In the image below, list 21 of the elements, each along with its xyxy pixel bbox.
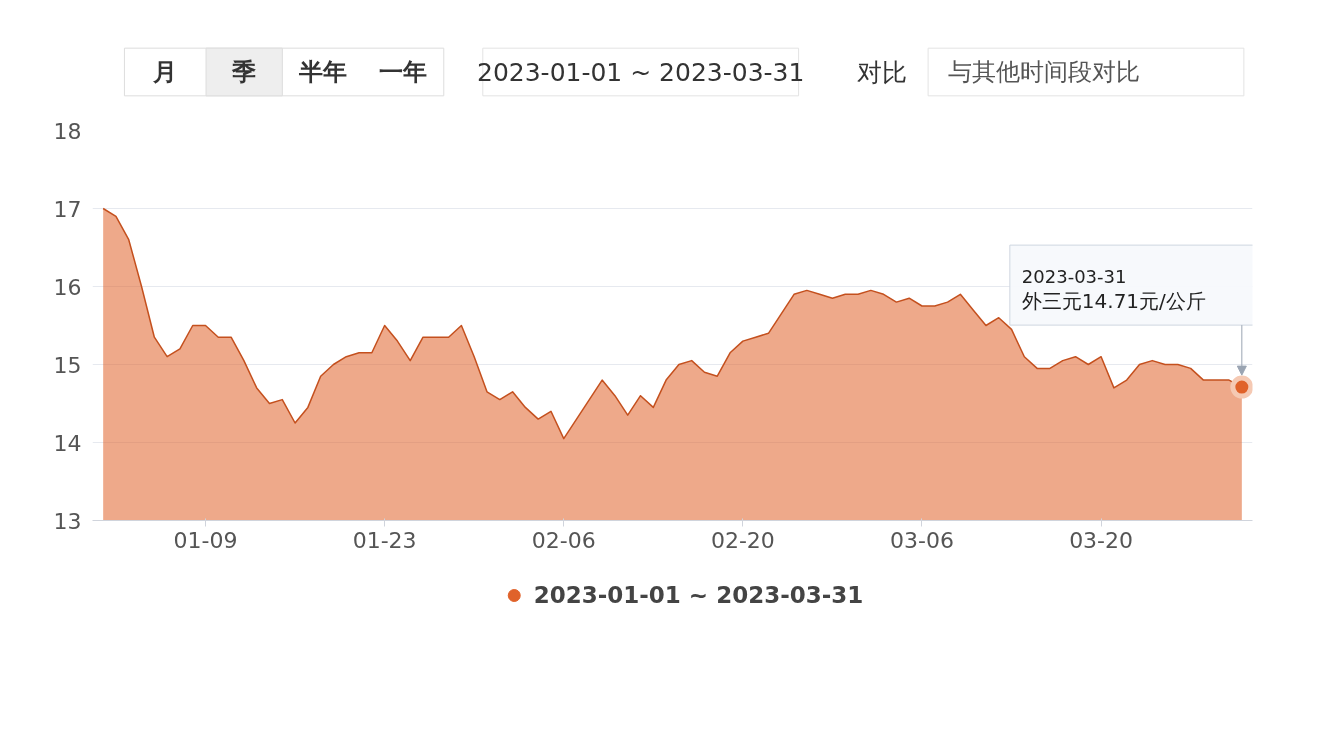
x-tick-label: 01-23 xyxy=(352,527,417,553)
text: 与其他时间段对比 xyxy=(947,58,1140,86)
x-tick-label: 02-20 xyxy=(710,527,775,553)
y-tick-label: 16 xyxy=(53,274,82,300)
text: 一年 xyxy=(379,58,428,86)
text: 季 xyxy=(231,58,257,86)
annotation: 2023-03-31 外三元14.71元/公斤 xyxy=(1021,266,1206,314)
y-tick-label: 17 xyxy=(53,196,82,222)
y-tick-label: 15 xyxy=(53,352,82,378)
legend-label: 2023-01-01 ~ 2023-03-31 xyxy=(533,582,864,608)
x-tick-label: 01-09 xyxy=(173,527,238,553)
text: 对比 xyxy=(857,57,908,87)
text: 半年 xyxy=(297,58,347,86)
y-tick-label: 18 xyxy=(53,118,82,144)
text: 月 xyxy=(152,58,178,86)
x-tick-label: 03-20 xyxy=(1069,527,1134,553)
y-tick-label: 13 xyxy=(53,508,82,534)
text: 2023-01-01 ~ 2023-03-31 xyxy=(476,57,805,87)
x-tick-label: 03-06 xyxy=(890,527,954,553)
y-tick-label: 14 xyxy=(53,430,82,456)
x-tick-label: 02-06 xyxy=(531,527,596,553)
